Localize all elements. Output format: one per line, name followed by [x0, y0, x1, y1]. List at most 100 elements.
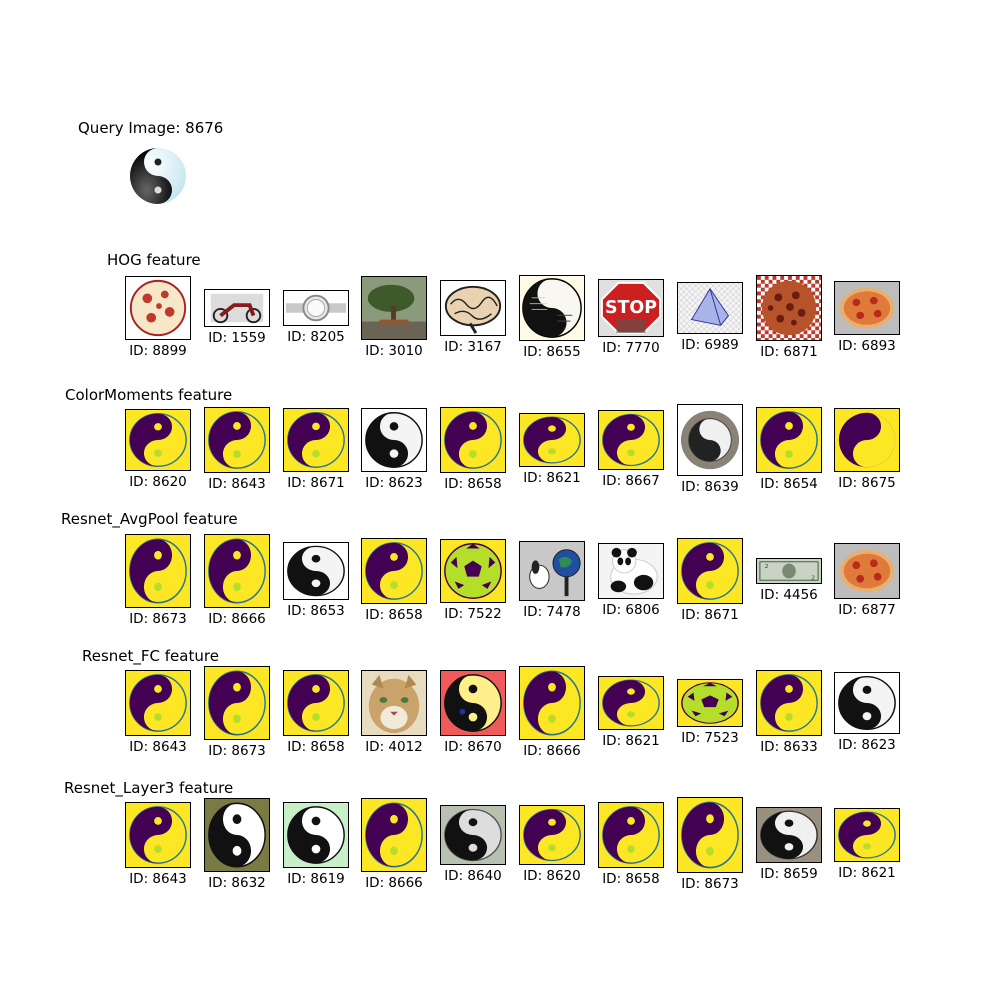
result-id-label: ID: 8673 [681, 876, 739, 892]
result-thumbnail [125, 276, 191, 340]
result-thumbnail [598, 802, 664, 868]
result-id-label: ID: 7522 [444, 606, 502, 622]
svg-text:STOP: STOP [605, 298, 657, 318]
result-thumbnail [756, 807, 822, 863]
result-thumbnail [283, 542, 349, 600]
result-thumbnail [677, 679, 743, 727]
result-id-label: ID: 8619 [287, 871, 345, 887]
result-id-label: ID: 8670 [444, 739, 502, 755]
result-id-label: ID: 8639 [681, 479, 739, 495]
result-thumbnail [834, 808, 900, 862]
result-id-label: ID: 8205 [287, 329, 345, 345]
result-thumbnail [598, 676, 664, 730]
result-thumbnail [756, 275, 822, 341]
result-id-label: ID: 6893 [838, 338, 896, 354]
result-thumbnail [204, 798, 270, 872]
result-thumbnail [519, 413, 585, 467]
query-image [128, 146, 188, 206]
result-id-label: ID: 8620 [129, 474, 187, 490]
svg-text:2: 2 [811, 575, 815, 581]
result-thumbnail [283, 408, 349, 472]
result-thumbnail [677, 797, 743, 873]
result-thumbnail [834, 281, 900, 335]
result-id-label: ID: 7770 [602, 340, 660, 356]
result-id-label: ID: 8620 [523, 868, 581, 884]
result-id-label: ID: 7478 [523, 604, 581, 620]
result-thumbnail [361, 538, 427, 604]
result-thumbnail [519, 666, 585, 740]
result-thumbnail [283, 290, 349, 326]
result-id-label: ID: 8658 [365, 607, 423, 623]
result-thumbnail [677, 282, 743, 334]
result-id-label: ID: 7523 [681, 730, 739, 746]
section-title: Resnet_AvgPool feature [61, 510, 238, 528]
svg-text:2: 2 [765, 564, 769, 570]
result-thumbnail [361, 798, 427, 872]
result-thumbnail [361, 408, 427, 472]
result-thumbnail [283, 670, 349, 736]
result-thumbnail [677, 404, 743, 476]
result-id-label: ID: 8673 [208, 743, 266, 759]
result-thumbnail [361, 670, 427, 736]
result-thumbnail [440, 805, 506, 865]
result-thumbnail [834, 543, 900, 599]
result-thumbnail [440, 407, 506, 473]
result-id-label: ID: 3167 [444, 339, 502, 355]
result-thumbnail [756, 670, 822, 736]
result-thumbnail [598, 543, 664, 599]
result-thumbnail [361, 276, 427, 340]
result-id-label: ID: 8655 [523, 344, 581, 360]
result-id-label: ID: 8666 [365, 875, 423, 891]
result-id-label: ID: 8658 [444, 476, 502, 492]
result-id-label: ID: 8658 [602, 871, 660, 887]
section-title: Resnet_Layer3 feature [64, 779, 234, 797]
result-id-label: ID: 8621 [602, 733, 660, 749]
result-id-label: ID: 1559 [208, 330, 266, 346]
result-thumbnail [598, 410, 664, 470]
result-id-label: ID: 8621 [523, 470, 581, 486]
section-title: Resnet_FC feature [82, 647, 219, 665]
result-thumbnail [204, 289, 270, 327]
result-id-label: ID: 8632 [208, 875, 266, 891]
result-id-label: ID: 8621 [838, 865, 896, 881]
result-id-label: ID: 8640 [444, 868, 502, 884]
result-id-label: ID: 8659 [760, 866, 818, 882]
result-id-label: ID: 8643 [208, 476, 266, 492]
result-id-label: ID: 8623 [365, 475, 423, 491]
result-thumbnail [440, 280, 506, 336]
result-id-label: ID: 8666 [208, 611, 266, 627]
result-id-label: ID: 8673 [129, 611, 187, 627]
result-id-label: ID: 8667 [602, 473, 660, 489]
result-thumbnail [125, 409, 191, 471]
result-thumbnail [834, 408, 900, 472]
result-thumbnail [440, 539, 506, 603]
result-id-label: ID: 8643 [129, 871, 187, 887]
result-id-label: ID: 6989 [681, 337, 739, 353]
result-thumbnail [834, 672, 900, 734]
result-thumbnail [204, 666, 270, 740]
result-id-label: ID: 4012 [365, 739, 423, 755]
result-id-label: ID: 8623 [838, 737, 896, 753]
result-id-label: ID: 8658 [287, 739, 345, 755]
result-id-label: ID: 4456 [760, 587, 818, 603]
result-thumbnail [283, 802, 349, 868]
result-id-label: ID: 8633 [760, 739, 818, 755]
result-thumbnail [677, 538, 743, 604]
result-id-label: ID: 8671 [287, 475, 345, 491]
result-id-label: ID: 8653 [287, 603, 345, 619]
result-id-label: ID: 8899 [129, 343, 187, 359]
result-thumbnail [756, 407, 822, 473]
result-thumbnail: 2 2 [756, 558, 822, 584]
result-thumbnail [519, 275, 585, 341]
section-title: HOG feature [107, 251, 201, 269]
result-id-label: ID: 6871 [760, 344, 818, 360]
result-id-label: ID: 3010 [365, 343, 423, 359]
result-id-label: ID: 8654 [760, 476, 818, 492]
result-thumbnail [125, 802, 191, 868]
result-thumbnail [440, 670, 506, 736]
result-thumbnail [204, 407, 270, 473]
result-id-label: ID: 8675 [838, 475, 896, 491]
result-thumbnail [204, 534, 270, 608]
query-title: Query Image: 8676 [78, 119, 224, 137]
result-id-label: ID: 6806 [602, 602, 660, 618]
